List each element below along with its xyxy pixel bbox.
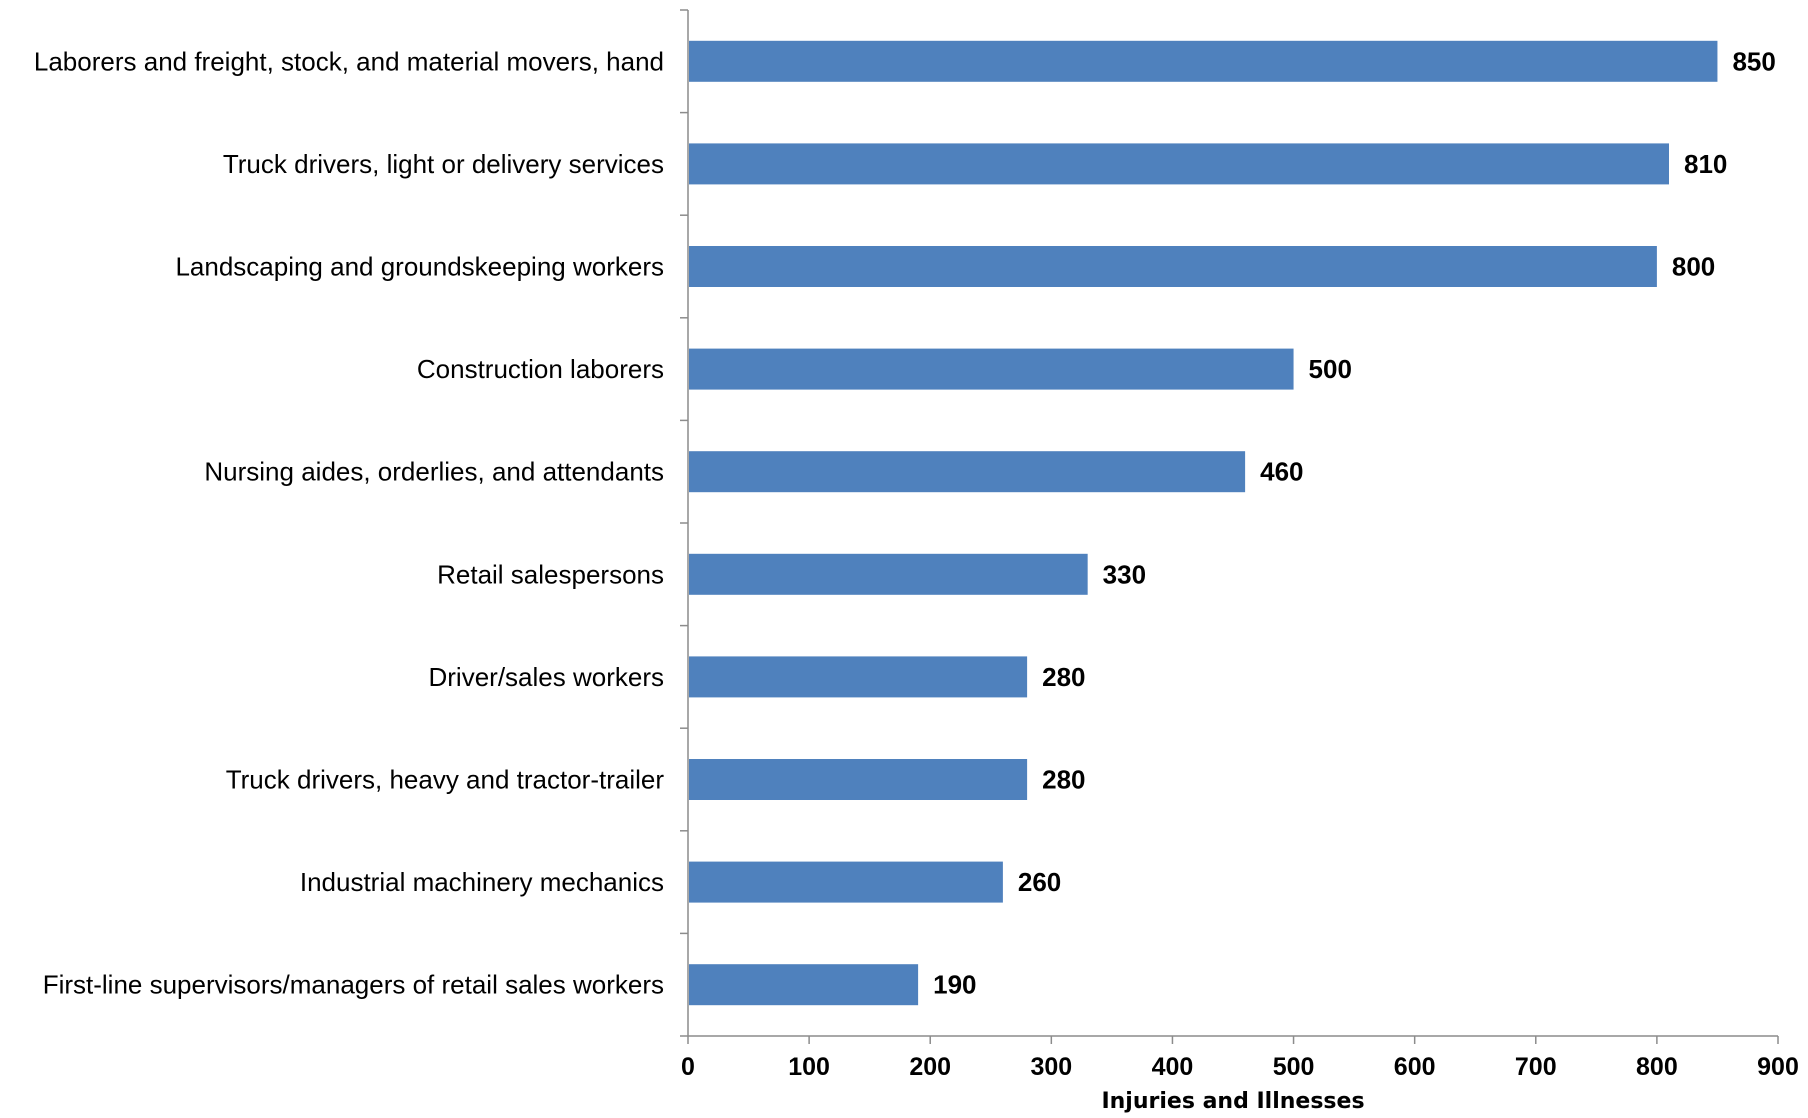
x-tick-label: 100	[788, 1053, 830, 1081]
category-label: Truck drivers, light or delivery service…	[223, 149, 664, 179]
x-tick-label: 400	[1152, 1053, 1194, 1081]
x-tick-label: 600	[1394, 1053, 1436, 1081]
data-label: 500	[1309, 354, 1352, 384]
data-label: 850	[1732, 46, 1775, 76]
x-tick-label: 200	[909, 1053, 951, 1081]
category-label: Nursing aides, orderlies, and attendants	[204, 457, 664, 487]
bar	[689, 40, 1718, 82]
bar	[689, 553, 1088, 595]
bar	[689, 246, 1657, 287]
x-tick-label: 900	[1757, 1053, 1799, 1081]
x-axis-title: Injuries and Illnesses	[1101, 1089, 1364, 1114]
data-labels: 850 810 800 500 460 330 280 280 260 190	[933, 46, 1776, 999]
x-tick-label: 0	[681, 1053, 695, 1081]
data-label: 810	[1684, 149, 1727, 179]
category-label: Truck drivers, heavy and tractor-trailer	[226, 765, 665, 795]
bar	[689, 143, 1669, 185]
data-label: 800	[1672, 252, 1715, 282]
data-label: 330	[1103, 559, 1146, 589]
category-label: Landscaping and groundskeeping workers	[175, 252, 664, 282]
x-tick-label: 300	[1030, 1053, 1072, 1081]
data-label: 190	[933, 970, 976, 1000]
category-label: Driver/sales workers	[429, 662, 665, 692]
bar	[689, 964, 919, 1006]
bar	[689, 451, 1246, 493]
x-axis-ticks: 0 100 200 300 400 500 600 700 800 900	[681, 1036, 1799, 1081]
bar	[689, 759, 1028, 800]
category-label: Industrial machinery mechanics	[300, 867, 664, 897]
bar	[689, 348, 1294, 390]
bars-layer	[689, 40, 1718, 1006]
data-label: 460	[1260, 457, 1303, 487]
data-label: 260	[1018, 867, 1061, 897]
bar	[689, 861, 1003, 903]
category-label: Retail salespersons	[437, 559, 664, 589]
category-label: Construction laborers	[417, 354, 664, 384]
x-tick-label: 700	[1515, 1053, 1557, 1081]
data-label: 280	[1042, 662, 1085, 692]
bar	[689, 656, 1028, 698]
axes	[680, 9, 1778, 1037]
category-labels: Laborers and freight, stock, and materia…	[34, 46, 664, 999]
category-label: Laborers and freight, stock, and materia…	[34, 46, 664, 76]
x-tick-label: 500	[1273, 1053, 1315, 1081]
x-tick-label: 800	[1636, 1053, 1678, 1081]
category-label: First-line supervisors/managers of retai…	[43, 970, 664, 1000]
data-label: 280	[1042, 765, 1085, 795]
